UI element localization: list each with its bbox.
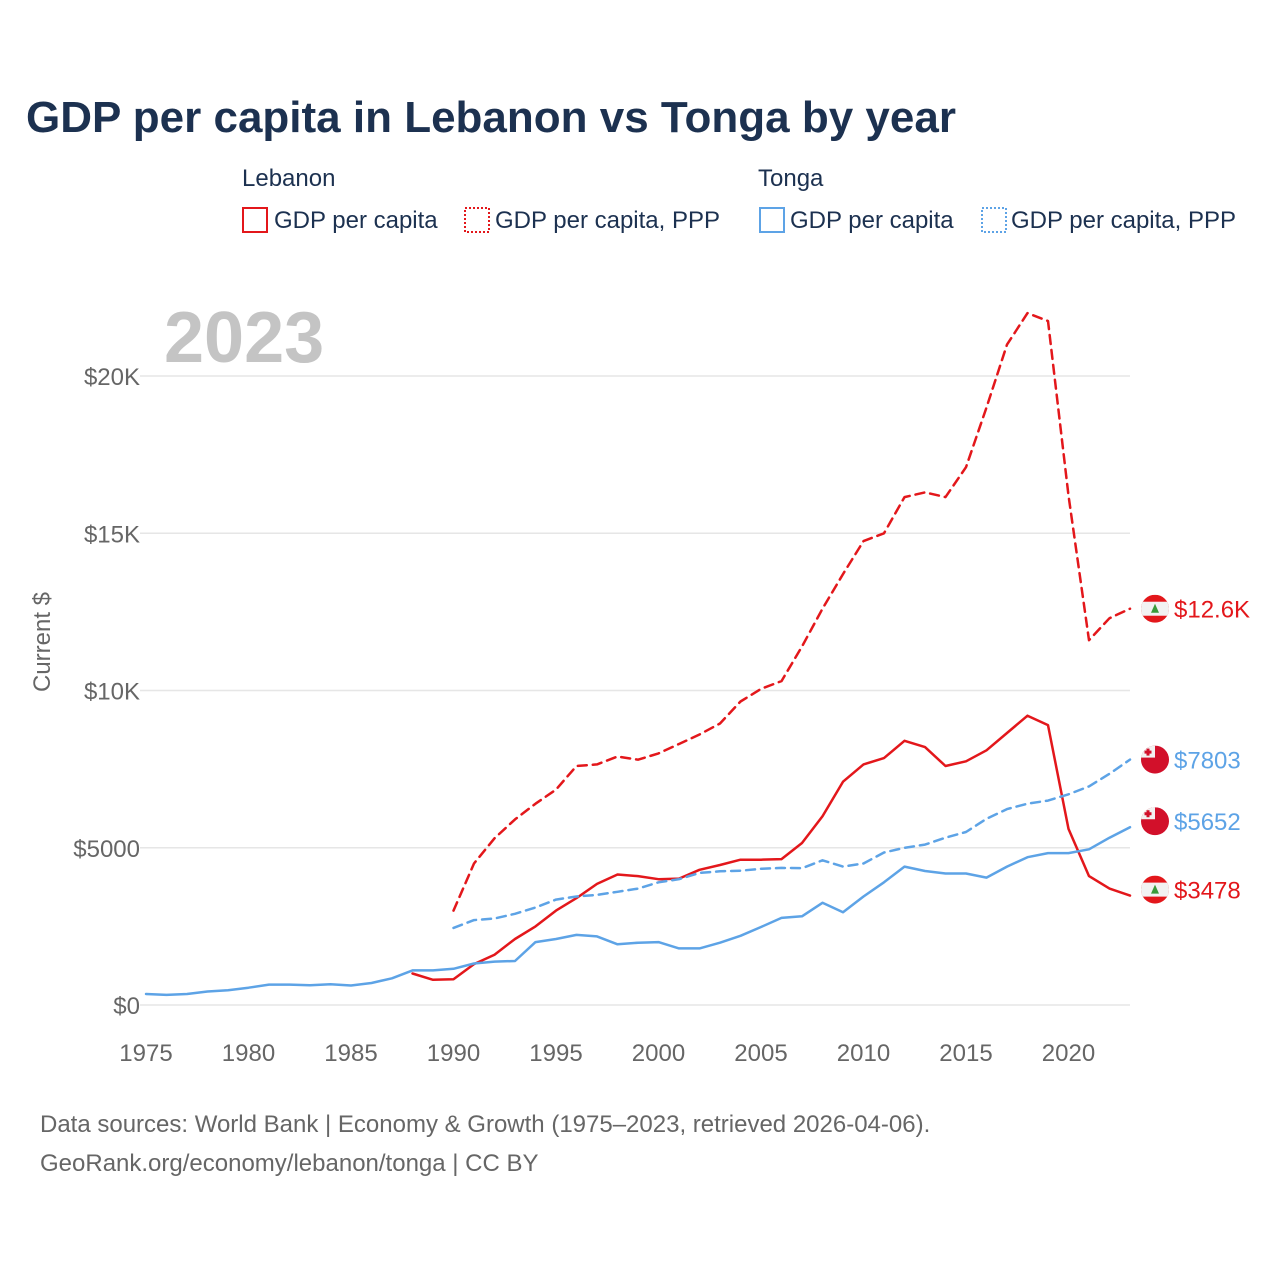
legend-label-tonga-gdp: GDP per capita — [790, 207, 954, 234]
y-tick-label: $5000 — [73, 836, 140, 863]
legend-label-tonga-ppp: GDP per capita, PPP — [1011, 207, 1236, 234]
chart-title: GDP per capita in Lebanon vs Tonga by ye… — [26, 93, 956, 142]
legend: Lebanon GDP per capita GDP per capita, P… — [242, 165, 1236, 234]
legend-group-tonga: Tonga — [758, 165, 824, 192]
series-line-1 — [411, 714, 1132, 982]
series-line-2 — [452, 758, 1132, 930]
legend-swatch-lebanon-ppp — [464, 207, 490, 233]
series-lines — [144, 311, 1132, 997]
y-tick-label: $10K — [84, 679, 140, 706]
gridlines — [140, 375, 1130, 1006]
y-axis-label: Current $ — [29, 592, 56, 692]
x-tick-label: 2005 — [734, 1040, 787, 1067]
lebanon-flag-icon — [1141, 875, 1169, 904]
legend-group-lebanon: Lebanon — [242, 165, 335, 192]
x-tick-label: 1980 — [222, 1040, 275, 1067]
legend-label-lebanon-ppp: GDP per capita, PPP — [495, 207, 720, 234]
x-tick-label: 1975 — [119, 1040, 172, 1067]
end-value-label: $7803 — [1174, 748, 1241, 775]
source-line-2: GeoRank.org/economy/lebanon/tonga | CC B… — [40, 1150, 539, 1177]
legend-swatch-lebanon-gdp — [242, 207, 268, 233]
series-line-0 — [452, 311, 1132, 912]
x-tick-label: 2010 — [837, 1040, 890, 1067]
y-tick-label: $20K — [84, 364, 140, 391]
y-tick-label: $0 — [113, 993, 140, 1020]
legend-swatch-tonga-gdp — [759, 207, 785, 233]
x-axis-ticks: 1975 1980 1985 1990 1995 2000 2005 2010 2015 2020 — [119, 1040, 1095, 1067]
legend-swatch-tonga-ppp — [981, 207, 1007, 233]
end-labels: $12.6K $3478 $7803 $5652 — [1141, 594, 1250, 905]
x-tick-label: 2015 — [939, 1040, 992, 1067]
x-tick-label: 2020 — [1042, 1040, 1095, 1067]
lebanon-flag-icon — [1141, 594, 1169, 623]
current-year: 2023 — [164, 298, 324, 378]
source-line-1: Data sources: World Bank | Economy & Gro… — [40, 1111, 930, 1138]
x-tick-label: 1995 — [529, 1040, 582, 1067]
y-axis-ticks: $0 $5000 $10K $15K $20K — [73, 364, 140, 1020]
tonga-flag-icon — [1141, 807, 1169, 836]
x-tick-label: 1985 — [324, 1040, 377, 1067]
x-tick-label: 2000 — [632, 1040, 685, 1067]
legend-label-lebanon-gdp: GDP per capita — [274, 207, 438, 234]
end-value-label: $3478 — [1174, 878, 1241, 905]
tonga-flag-icon — [1141, 745, 1169, 774]
y-tick-label: $15K — [84, 521, 140, 548]
end-value-label: $5652 — [1174, 809, 1241, 836]
x-tick-label: 1990 — [427, 1040, 480, 1067]
end-value-label: $12.6K — [1174, 597, 1250, 624]
series-line-3 — [144, 825, 1132, 997]
